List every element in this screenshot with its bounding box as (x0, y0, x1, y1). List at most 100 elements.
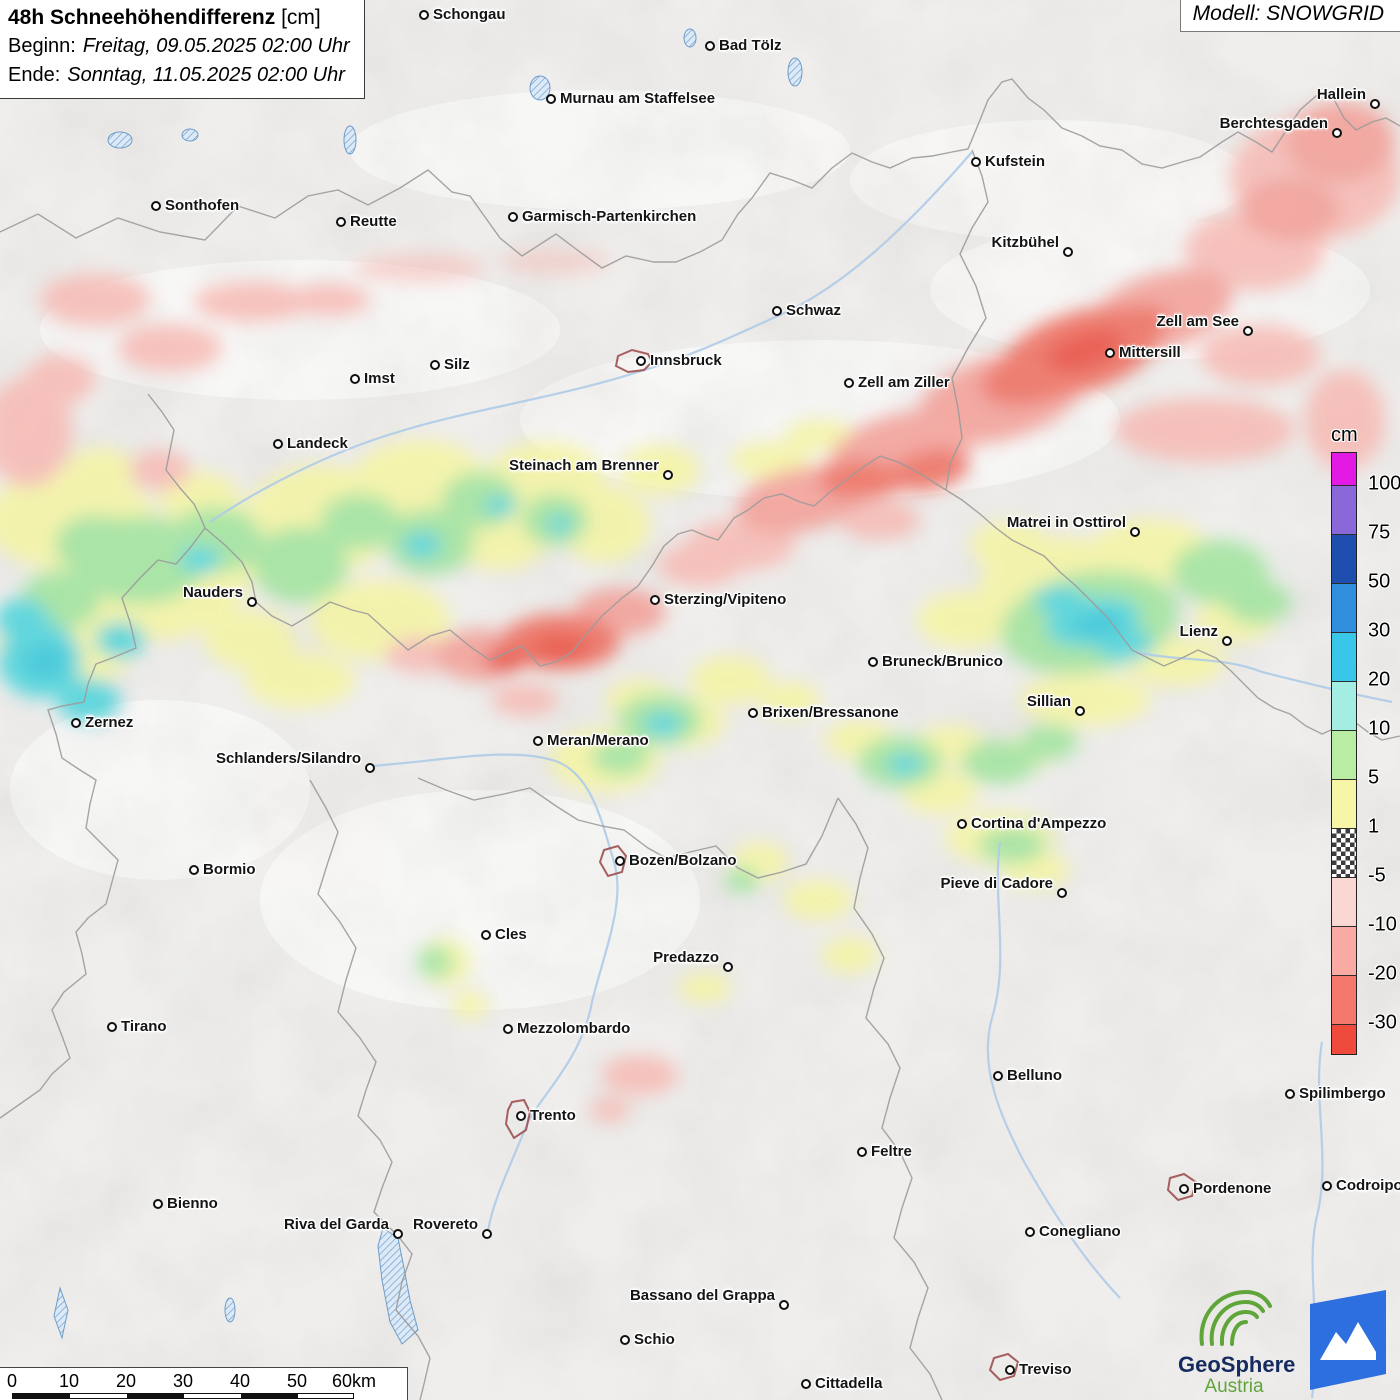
city-marker (620, 1335, 630, 1345)
begin-line: Beginn: Freitag, 09.05.2025 02:00 Uhr (8, 32, 350, 61)
city-label: Riva del Garda (283, 1216, 389, 1233)
city-label: Zell am See (1156, 313, 1239, 330)
city-marker (336, 217, 346, 227)
city-label: Meran/Merano (547, 732, 649, 749)
scalebar-segment (184, 1394, 241, 1398)
legend-label: 100 (1368, 472, 1400, 495)
city-label: Zell am Ziller (858, 374, 950, 391)
scalebar-segment (13, 1398, 70, 1399)
legend-segment (1332, 926, 1356, 975)
city-label: Imst (364, 370, 395, 387)
city-marker (508, 212, 518, 222)
legend-segment (1332, 730, 1356, 779)
legend-label: 5 (1368, 766, 1380, 789)
city-label: Schlanders/Silandro (215, 750, 361, 767)
title-box: 48h Schneehöhendifferenz [cm] Beginn: Fre… (0, 0, 365, 99)
city-marker (801, 1379, 811, 1389)
city-marker (663, 470, 673, 480)
city-label: Kitzbühel (991, 234, 1060, 251)
city-label: Berchtesgaden (1219, 115, 1328, 132)
city-marker (636, 356, 646, 366)
city-label: Bruneck/Brunico (882, 653, 1003, 670)
legend-label: 1 (1368, 815, 1380, 838)
city-label: Conegliano (1039, 1223, 1121, 1240)
legend-segment (1332, 877, 1356, 926)
end-line: Ende: Sonntag, 11.05.2025 02:00 Uhr (8, 61, 350, 90)
city-marker (868, 657, 878, 667)
brand-name: GeoSphere (1178, 1352, 1296, 1377)
city-marker (350, 374, 360, 384)
legend-segment (1332, 583, 1356, 632)
scalebar-tick: 60km (331, 1371, 377, 1391)
title-text: 48h Schneehöhendifferenz (8, 6, 276, 29)
legend-label: 75 (1368, 521, 1391, 544)
city-marker (971, 157, 981, 167)
city-marker (772, 306, 782, 316)
city-label: Bad Tölz (719, 37, 782, 54)
city-marker (1243, 326, 1253, 336)
title-unit: [cm] (281, 6, 321, 29)
legend: cm 100 75 50 30 20 10 5 1 -5 -10 -20 -30 (1328, 424, 1400, 1055)
city-marker (1285, 1089, 1295, 1099)
city-marker (1005, 1365, 1015, 1375)
city-marker (393, 1229, 403, 1239)
city-label: Bassano del Grappa (629, 1287, 775, 1304)
city-marker (189, 865, 199, 875)
city-label: Schio (634, 1331, 675, 1348)
city-marker (1025, 1227, 1035, 1237)
city-label: Schongau (433, 6, 506, 23)
city-label: Tirano (121, 1018, 167, 1035)
city-marker (1322, 1181, 1332, 1191)
legend-segment (1332, 975, 1356, 1024)
city-marker (71, 718, 81, 728)
city-marker (482, 1229, 492, 1239)
legend-segment (1332, 485, 1356, 534)
legend-label: -10 (1368, 913, 1397, 936)
scalebar-tick: 10 (58, 1371, 80, 1391)
brand-country: Austria (1204, 1376, 1264, 1397)
city-label: Codroipo (1336, 1177, 1400, 1194)
city-marker (533, 736, 543, 746)
city-label: Landeck (287, 435, 348, 452)
city-label: Pieve di Cadore (940, 875, 1053, 892)
city-label: Nauders (182, 584, 243, 601)
legend-label: 20 (1368, 668, 1391, 691)
city-label: Bienno (167, 1195, 218, 1212)
legend-segment (1332, 779, 1356, 828)
city-marker (1370, 99, 1380, 109)
map-title: 48h Schneehöhendifferenz [cm] (8, 3, 350, 32)
city-label: Silz (444, 356, 470, 373)
city-marker (615, 856, 625, 866)
scalebar-segment (70, 1394, 127, 1398)
city-marker (1057, 888, 1067, 898)
legend-segment (1332, 1024, 1356, 1054)
legend-segment (1332, 828, 1356, 877)
city-label: Matrei in Osttirol (1006, 514, 1126, 531)
city-label: Cortina d'Ampezzo (971, 815, 1107, 832)
scalebar-segment (13, 1394, 70, 1398)
city-marker (1222, 636, 1232, 646)
legend-segment (1332, 534, 1356, 583)
city-marker (993, 1071, 1003, 1081)
scalebar-tick: 40 (229, 1371, 251, 1391)
city-marker (1075, 706, 1085, 716)
city-marker (273, 439, 283, 449)
city-label: Rovereto (412, 1216, 478, 1233)
admin-borders (0, 78, 1400, 1400)
city-marker (957, 819, 967, 829)
city-label: Cles (495, 926, 527, 943)
city-label: Schwaz (786, 302, 842, 319)
city-label: Sterzing/Vipiteno (664, 591, 787, 608)
end-label: Ende: (8, 64, 61, 86)
legend-unit-label: cm (1331, 424, 1358, 446)
city-marker (779, 1300, 789, 1310)
scalebar: 0 10 20 30 40 50 60km (0, 1367, 408, 1400)
city-marker (1130, 527, 1140, 537)
city-marker (419, 10, 429, 20)
legend-label: 30 (1368, 619, 1391, 642)
city-label: Belluno (1007, 1067, 1062, 1084)
geosphere-swirl-icon (1199, 1289, 1272, 1346)
snow-loss-severe-overlay (483, 329, 1124, 672)
